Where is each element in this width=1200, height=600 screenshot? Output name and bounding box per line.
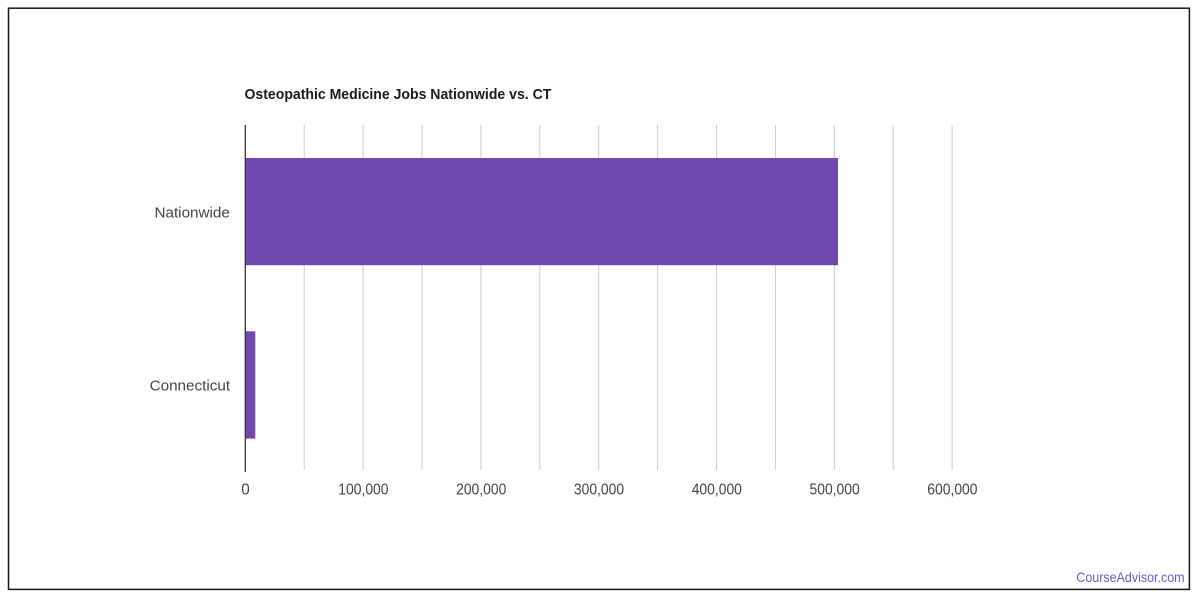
svg-text:Osteopathic Medicine Jobs Nati: Osteopathic Medicine Jobs Nationwide vs.… (245, 86, 552, 103)
svg-text:Connecticut: Connecticut (150, 378, 231, 395)
svg-text:300,000: 300,000 (574, 481, 624, 498)
svg-text:Nationwide: Nationwide (155, 204, 230, 221)
svg-text:400,000: 400,000 (692, 481, 742, 498)
svg-text:500,000: 500,000 (810, 481, 860, 498)
svg-text:200,000: 200,000 (456, 481, 506, 498)
svg-text:600,000: 600,000 (927, 481, 977, 498)
svg-text:100,000: 100,000 (338, 481, 388, 498)
svg-text:0: 0 (241, 481, 250, 498)
svg-text:CourseAdvisor.com: CourseAdvisor.com (1076, 569, 1184, 585)
